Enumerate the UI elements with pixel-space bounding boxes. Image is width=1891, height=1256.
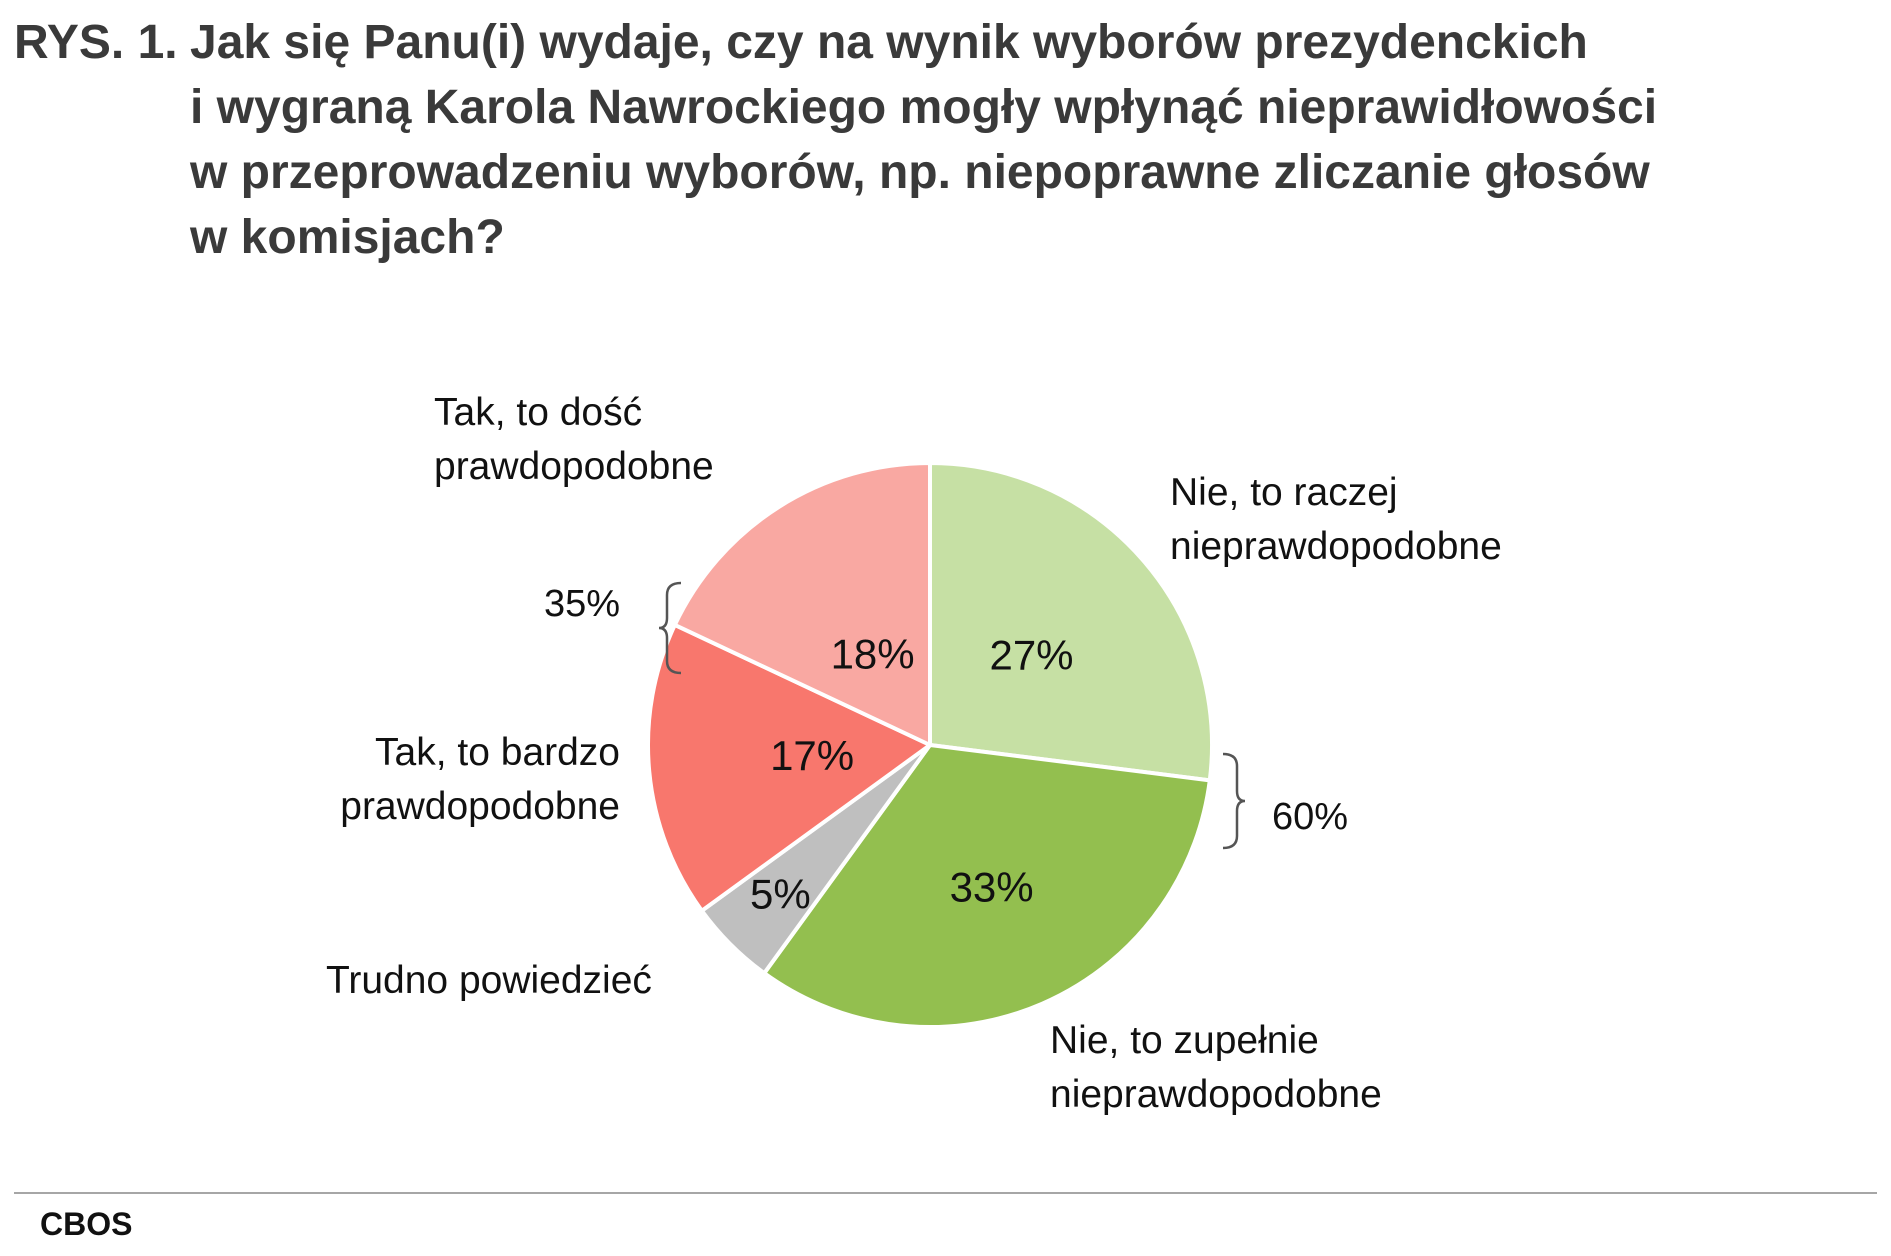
pie-slice-tak-to-bardzo-prawdopodobne (646, 622, 932, 913)
slice-value-label: 33% (950, 863, 1034, 910)
category-label-tak-to-dosc-prawdopodobne: Tak, to dość prawdopodobne (434, 391, 714, 488)
brace-no-group (1222, 752, 1246, 850)
category-label-nie-to-raczej-nieprawdopodobne: Nie, to raczej nieprawdopodobne (1170, 471, 1502, 568)
category-label-line: Trudno powiedzieć (326, 959, 652, 1002)
chart-title: RYS. 1. Jak się Panu(i) wydaje, czy na wy… (14, 10, 1854, 270)
category-label-line: nieprawdopodobne (1050, 1073, 1382, 1116)
source-label: CBOS (40, 1206, 133, 1242)
category-label-line: Tak, to bardzo (375, 731, 620, 774)
brace-yes-group (658, 581, 682, 675)
slice-value-label: 5% (750, 871, 811, 918)
category-label-trudno-powiedziec: Trudno powiedzieć (326, 959, 652, 1002)
title-text-1: Jak się Panu(i) wydaje, czy na wynik wyb… (190, 16, 1588, 69)
pie-slice-nie-to-zupelnie-nieprawdopodobne (762, 743, 1212, 1029)
title-line-1: RYS. 1. Jak się Panu(i) wydaje, czy na wy… (14, 10, 1854, 75)
category-label-nie-to-zupelnie-nieprawdopodobne: Nie, to zupełnie nieprawdopodobne (1050, 1019, 1382, 1116)
title-line-4: w komisjach? (190, 211, 505, 264)
category-label-tak-to-bardzo-prawdopodobne: Tak, to bardzo prawdopodobne (340, 731, 620, 828)
title-line-3: w przeprowadzeniu wyborów, np. niepopraw… (190, 146, 1650, 199)
category-label-line: prawdopodobne (434, 445, 714, 488)
category-label-line: nieprawdopodobne (1170, 525, 1502, 568)
pie-slice-tak-to-dosc-prawdopodobne (672, 461, 932, 747)
category-label-line: Nie, to zupełnie (1050, 1019, 1319, 1062)
slice-value-label: 17% (770, 732, 854, 779)
figure-number: RYS. 1. (14, 16, 178, 69)
group-total-no: 60% (1272, 796, 1348, 838)
slice-value-label: 27% (989, 632, 1073, 679)
pie-slice-nie-to-raczej-nieprawdopodobne (928, 461, 1214, 783)
title-line-2: i wygraną Karola Nawrockiego mogły wpłyn… (190, 81, 1658, 134)
category-label-line: Nie, to raczej (1170, 471, 1398, 514)
category-label-line: Tak, to dość (434, 391, 642, 434)
slice-value-label: 18% (831, 631, 915, 678)
group-total-yes: 35% (544, 583, 620, 625)
footer-divider (14, 1192, 1877, 1194)
category-label-line: prawdopodobne (340, 785, 620, 828)
